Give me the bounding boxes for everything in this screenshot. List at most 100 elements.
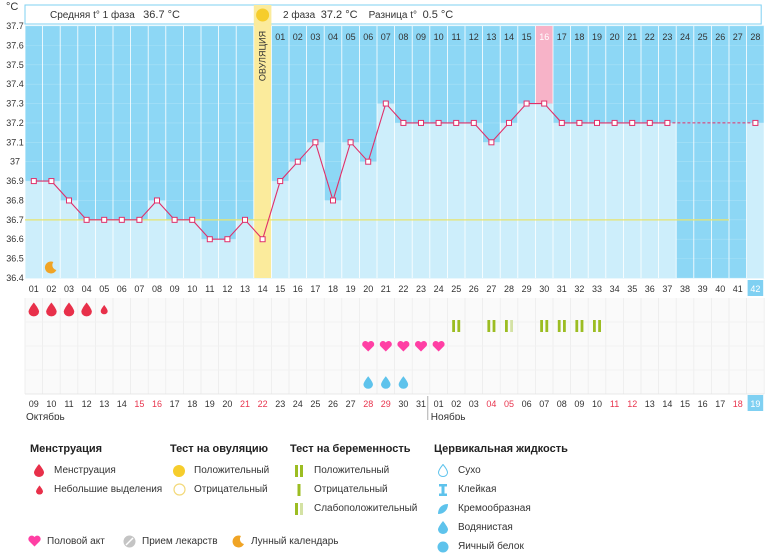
dpo-label: 06 [363, 32, 373, 42]
y-tick-label: 37 [10, 157, 20, 167]
dpo-label: 05 [346, 32, 356, 42]
spotting-drop-icon [100, 304, 108, 315]
temperature-point [400, 119, 407, 126]
dpo-label: 25 [698, 32, 708, 42]
temp-column [535, 103, 553, 279]
legend-item: Небольшие выделения [30, 480, 162, 499]
legend-item: Отрицательный [170, 480, 269, 499]
date-label: 12 [627, 399, 637, 409]
cycle-day-label: 41 [733, 284, 743, 294]
temperature-point [294, 158, 301, 165]
temp-column [324, 200, 342, 278]
cycle-day-label: 25 [451, 284, 461, 294]
temperature-point [48, 178, 55, 185]
legend-item: Яичный белок [434, 537, 568, 556]
cycle-day-label: 12 [222, 284, 232, 294]
date-label: 28 [363, 399, 373, 409]
temp-column [165, 219, 184, 278]
legend-item: Положительный [170, 461, 269, 480]
date-label: 02 [451, 399, 461, 409]
y-tick-label: 36.6 [6, 234, 24, 244]
pregnancy-test-line [505, 320, 508, 332]
dpo-label: 10 [434, 32, 444, 42]
legend-item: Клейкая [434, 480, 568, 499]
y-tick-label: 36.7 [6, 215, 24, 225]
pregnancy-test-faint-line [510, 320, 513, 332]
temperature-point [629, 119, 636, 126]
cycle-day-label: 18 [328, 284, 338, 294]
temp-column [130, 219, 149, 278]
temp-column [394, 122, 413, 278]
legend-label: Слабоположительный [314, 503, 418, 514]
cycle-day-label: 28 [504, 284, 514, 294]
cycle-day-label: 21 [381, 284, 391, 294]
temp-column [271, 181, 289, 278]
dpo-label: 04 [328, 32, 338, 42]
creamy-icon [434, 503, 452, 515]
date-label: 13 [99, 399, 109, 409]
y-tick-label: 36.5 [6, 254, 24, 264]
legend-label: Клейкая [458, 484, 497, 495]
y-tick-label: 36.8 [6, 195, 24, 205]
legend-label: Половой акт [47, 535, 105, 547]
y-tick-label: 37.6 [6, 40, 24, 50]
legend-menstruation: Менструация Менструация Небольшие выделе… [30, 443, 162, 499]
legend-cervical: Цервикальная жидкость Сухо Клейкая Кремо… [434, 443, 568, 556]
temperature-point [154, 197, 160, 204]
cycle-day-label: 11 [205, 284, 214, 294]
heart-icon [379, 340, 392, 352]
dpo-label: 17 [557, 32, 567, 42]
temp-column [658, 122, 677, 278]
legend-medication: Прием лекарств [123, 535, 218, 548]
date-label: 19 [750, 399, 760, 409]
current-date-box [747, 395, 764, 411]
diff-label: Разница t° [368, 10, 417, 21]
cycle-day-label: 33 [592, 284, 602, 294]
date-label: 11 [64, 399, 73, 409]
temperature-point [189, 216, 196, 223]
cycle-day-label: 04 [82, 284, 92, 294]
date-label: 27 [346, 399, 356, 409]
phase1-summary: Средняя t° 1 фаза 36.7 °C [50, 9, 180, 21]
circle-yellow-icon [170, 464, 188, 477]
temperature-point [206, 236, 213, 243]
temp-column [412, 122, 430, 278]
phase1-value: 36.7 °C [143, 9, 180, 21]
temp-column [517, 103, 536, 279]
dpo-label: 11 [452, 32, 461, 42]
legend-item: Положительный [290, 461, 417, 480]
temperature-point [470, 119, 477, 126]
dpo-label: 19 [592, 32, 602, 42]
date-label: 09 [574, 399, 584, 409]
legend-item: Сухо [434, 461, 568, 480]
legend-ovulation-test: Тест на овуляцию Положительный Отрицател… [170, 443, 269, 499]
dpo-label: 22 [645, 32, 655, 42]
legend-moon: Лунный календарь [232, 535, 339, 548]
cycle-day-label: 36 [645, 284, 655, 294]
temp-column [465, 122, 483, 278]
temperature-point [101, 216, 108, 223]
date-label: 22 [258, 399, 268, 409]
heart-icon [28, 535, 41, 547]
temperature-point [330, 197, 336, 204]
temp-column [201, 239, 219, 278]
temp-column [570, 122, 589, 278]
date-label: 13 [645, 399, 655, 409]
ovulation-sun-icon [256, 8, 270, 22]
pregnancy-test-line [575, 320, 579, 332]
month-label: Ноябрь [431, 411, 466, 420]
temp-column [183, 219, 201, 278]
y-tick-label: 37.3 [6, 99, 24, 109]
circle-outline-icon [170, 483, 188, 496]
temperature-point [611, 119, 618, 126]
dpo-label: 13 [486, 32, 496, 42]
legend-pregnancy-title: Тест на беременность [290, 443, 411, 455]
dpo-label: 12 [469, 32, 479, 42]
moon-icon [232, 535, 245, 548]
dpo-label: 24 [680, 32, 690, 42]
temp-column [113, 219, 131, 278]
temp-column [236, 219, 254, 278]
test-faint-icon [290, 502, 308, 515]
temperature-point [506, 119, 512, 126]
phase2-value: 37.2 °C [320, 9, 358, 21]
